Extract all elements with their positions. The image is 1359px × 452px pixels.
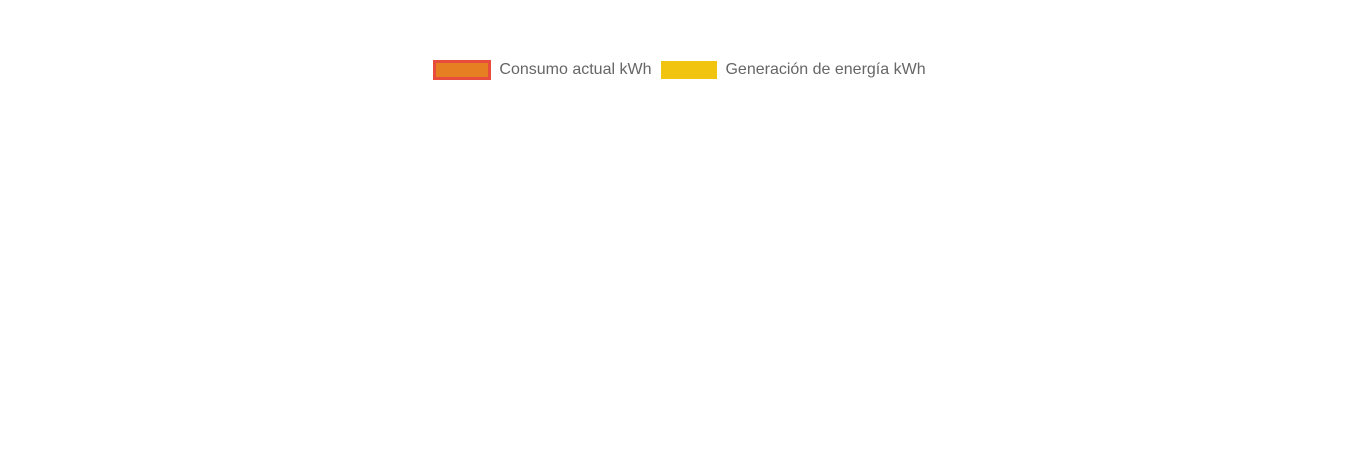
bar-may — [496, 120, 576, 413]
bar-dic — [1257, 122, 1336, 413]
y-tick-label: 400 — [6, 84, 33, 101]
legend-swatch-generacion — [661, 61, 718, 79]
legend-item-consumo[interactable]: Consumo actual kWh — [433, 60, 651, 80]
y-tick-label: 350 — [6, 124, 33, 141]
bar-oct — [1040, 151, 1119, 412]
consumo-point-dic — [1291, 183, 1302, 193]
x-tick-label: Nov — [1174, 429, 1202, 446]
bar-sep — [931, 186, 1010, 412]
y-tick-label: 0 — [24, 404, 33, 421]
legend-label-generacion: Generación de energía kWh — [725, 61, 926, 78]
consumo-point-jun — [639, 183, 650, 193]
y-tick-label: 150 — [6, 284, 33, 301]
x-tick-label: Mar — [305, 429, 333, 446]
x-tick-label: Feb — [196, 429, 224, 446]
legend-swatch-consumo — [433, 60, 492, 80]
consumo-point-mar — [313, 183, 324, 193]
bar-ene — [62, 128, 141, 412]
legend-label-consumo: Consumo actual kWh — [499, 61, 652, 78]
consumo-point-sep — [965, 183, 976, 193]
x-tick-label: Jun — [632, 429, 658, 446]
bar-jul — [714, 151, 793, 412]
x-tick-label: Sep — [956, 429, 985, 446]
legend-item-generacion[interactable]: Generación de energía kWh — [661, 61, 926, 79]
consumo-point-ago — [857, 183, 867, 193]
x-tick-label: Oct — [1067, 429, 1092, 446]
x-tick-label: Ene — [87, 429, 116, 446]
x-tick-label: May — [521, 429, 551, 446]
x-tick-label: Ago — [848, 429, 877, 446]
x-tick-label: Jul — [743, 429, 763, 446]
legend: Consumo actual kWh Generación de energía… — [0, 60, 1359, 80]
bar-apr — [388, 112, 467, 412]
bar-ago — [822, 155, 902, 412]
consumo-point-ene — [96, 183, 107, 193]
bar-nov — [1148, 132, 1228, 412]
y-tick-label: 200 — [6, 244, 33, 261]
y-tick-label: 50 — [15, 364, 33, 381]
y-tick-label: 250 — [6, 204, 33, 221]
consumo-point-apr — [422, 183, 433, 193]
bar-feb — [170, 118, 250, 413]
consumo-point-may — [531, 183, 541, 193]
y-tick-label: 300 — [6, 164, 33, 181]
bar-jun — [605, 151, 684, 412]
x-tick-label: Dic — [1285, 429, 1308, 446]
bar-mar — [279, 92, 358, 412]
consumo-point-nov — [1183, 183, 1193, 193]
consumo-point-feb — [205, 183, 215, 193]
y-tick-label: 100 — [6, 324, 33, 341]
consumo-point-jul — [748, 183, 759, 193]
consumo-point-oct — [1074, 183, 1085, 193]
x-tick-label: Apr — [415, 429, 441, 446]
